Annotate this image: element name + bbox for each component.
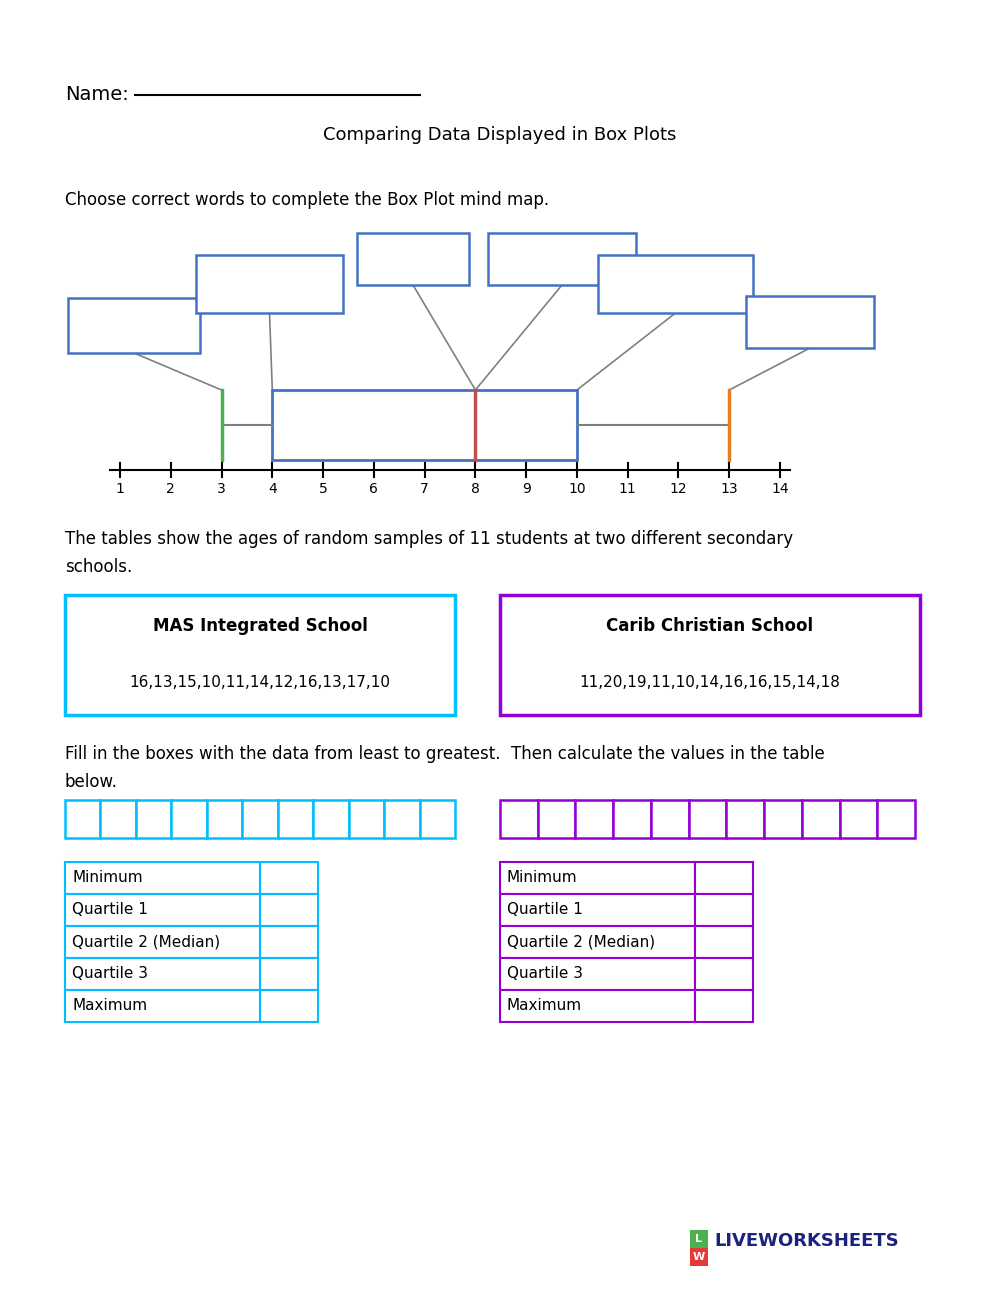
Text: Fill in the boxes with the data from least to greatest.  Then calculate the valu: Fill in the boxes with the data from lea… — [65, 745, 825, 763]
Bar — [575, 800, 613, 838]
Bar — [313, 800, 349, 838]
Bar — [488, 232, 636, 285]
Text: Maximum: Maximum — [72, 998, 147, 1013]
Text: schools.: schools. — [65, 558, 132, 576]
Text: 6: 6 — [369, 482, 378, 496]
Bar — [840, 800, 877, 838]
Bar — [100, 800, 136, 838]
Text: 1: 1 — [116, 482, 124, 496]
Bar — [598, 256, 753, 312]
Bar — [613, 800, 651, 838]
Bar — [651, 800, 689, 838]
Bar — [695, 990, 753, 1022]
Bar — [260, 893, 318, 926]
Text: Carib Christian School: Carib Christian School — [606, 617, 814, 635]
Bar — [695, 958, 753, 990]
Text: 9: 9 — [522, 482, 531, 496]
Bar — [65, 862, 260, 893]
Bar — [690, 1230, 708, 1248]
Text: Choose correct words to complete the Box Plot mind map.: Choose correct words to complete the Box… — [65, 191, 549, 209]
Text: Quartile 2 (Median): Quartile 2 (Median) — [72, 935, 220, 949]
Text: 12: 12 — [670, 482, 687, 496]
Bar — [65, 958, 260, 990]
Text: MAS Integrated School: MAS Integrated School — [153, 617, 367, 635]
Text: 11,20,19,11,10,14,16,16,15,14,18: 11,20,19,11,10,14,16,16,15,14,18 — [580, 675, 840, 689]
Text: Quartile 2 (Median): Quartile 2 (Median) — [507, 935, 655, 949]
Text: Quartile 1: Quartile 1 — [72, 902, 148, 918]
Bar — [196, 256, 343, 312]
Bar — [689, 800, 726, 838]
Text: Minimum: Minimum — [72, 870, 143, 886]
Bar — [877, 800, 915, 838]
Bar — [272, 390, 577, 460]
Text: 3: 3 — [217, 482, 226, 496]
Text: 13: 13 — [720, 482, 738, 496]
Text: W: W — [693, 1252, 705, 1263]
Bar — [65, 893, 260, 926]
Bar — [136, 800, 171, 838]
Text: below.: below. — [65, 773, 118, 791]
Bar — [500, 893, 695, 926]
Text: The tables show the ages of random samples of 11 students at two different secon: The tables show the ages of random sampl… — [65, 531, 793, 547]
Bar — [538, 800, 575, 838]
Bar — [690, 1248, 708, 1266]
Text: 7: 7 — [420, 482, 429, 496]
Bar — [500, 958, 695, 990]
Bar — [726, 800, 764, 838]
Bar — [500, 990, 695, 1022]
Text: 4: 4 — [268, 482, 277, 496]
Text: Quartile 1: Quartile 1 — [507, 902, 583, 918]
Bar — [260, 926, 318, 958]
Text: Comparing Data Displayed in Box Plots: Comparing Data Displayed in Box Plots — [323, 127, 677, 145]
Text: 2: 2 — [166, 482, 175, 496]
Bar — [171, 800, 207, 838]
Text: Maximum: Maximum — [507, 998, 582, 1013]
Bar — [500, 595, 920, 715]
Text: Minimum: Minimum — [507, 870, 578, 886]
Bar — [65, 800, 100, 838]
Bar — [65, 990, 260, 1022]
Text: 14: 14 — [771, 482, 789, 496]
Text: Name:: Name: — [65, 85, 129, 105]
Bar — [500, 862, 695, 893]
Text: Quartile 3: Quartile 3 — [507, 967, 583, 981]
Text: L: L — [696, 1234, 702, 1245]
Text: 5: 5 — [319, 482, 327, 496]
Text: 10: 10 — [568, 482, 586, 496]
Bar — [349, 800, 384, 838]
Bar — [278, 800, 313, 838]
Bar — [242, 800, 278, 838]
Bar — [746, 296, 874, 349]
Bar — [695, 926, 753, 958]
Bar — [357, 232, 469, 285]
Bar — [207, 800, 242, 838]
Text: 8: 8 — [471, 482, 480, 496]
Bar — [695, 893, 753, 926]
Bar — [764, 800, 802, 838]
Bar — [384, 800, 420, 838]
Text: 16,13,15,10,11,14,12,16,13,17,10: 16,13,15,10,11,14,12,16,13,17,10 — [130, 675, 390, 689]
Bar — [802, 800, 840, 838]
Bar — [65, 595, 455, 715]
Text: Quartile 3: Quartile 3 — [72, 967, 148, 981]
Bar — [68, 298, 200, 352]
Text: 11: 11 — [619, 482, 637, 496]
Bar — [260, 990, 318, 1022]
Bar — [420, 800, 455, 838]
Text: LIVEWORKSHEETS: LIVEWORKSHEETS — [714, 1232, 899, 1250]
Bar — [260, 958, 318, 990]
Bar — [65, 926, 260, 958]
Bar — [695, 862, 753, 893]
Bar — [500, 926, 695, 958]
Bar — [500, 800, 538, 838]
Bar — [260, 862, 318, 893]
